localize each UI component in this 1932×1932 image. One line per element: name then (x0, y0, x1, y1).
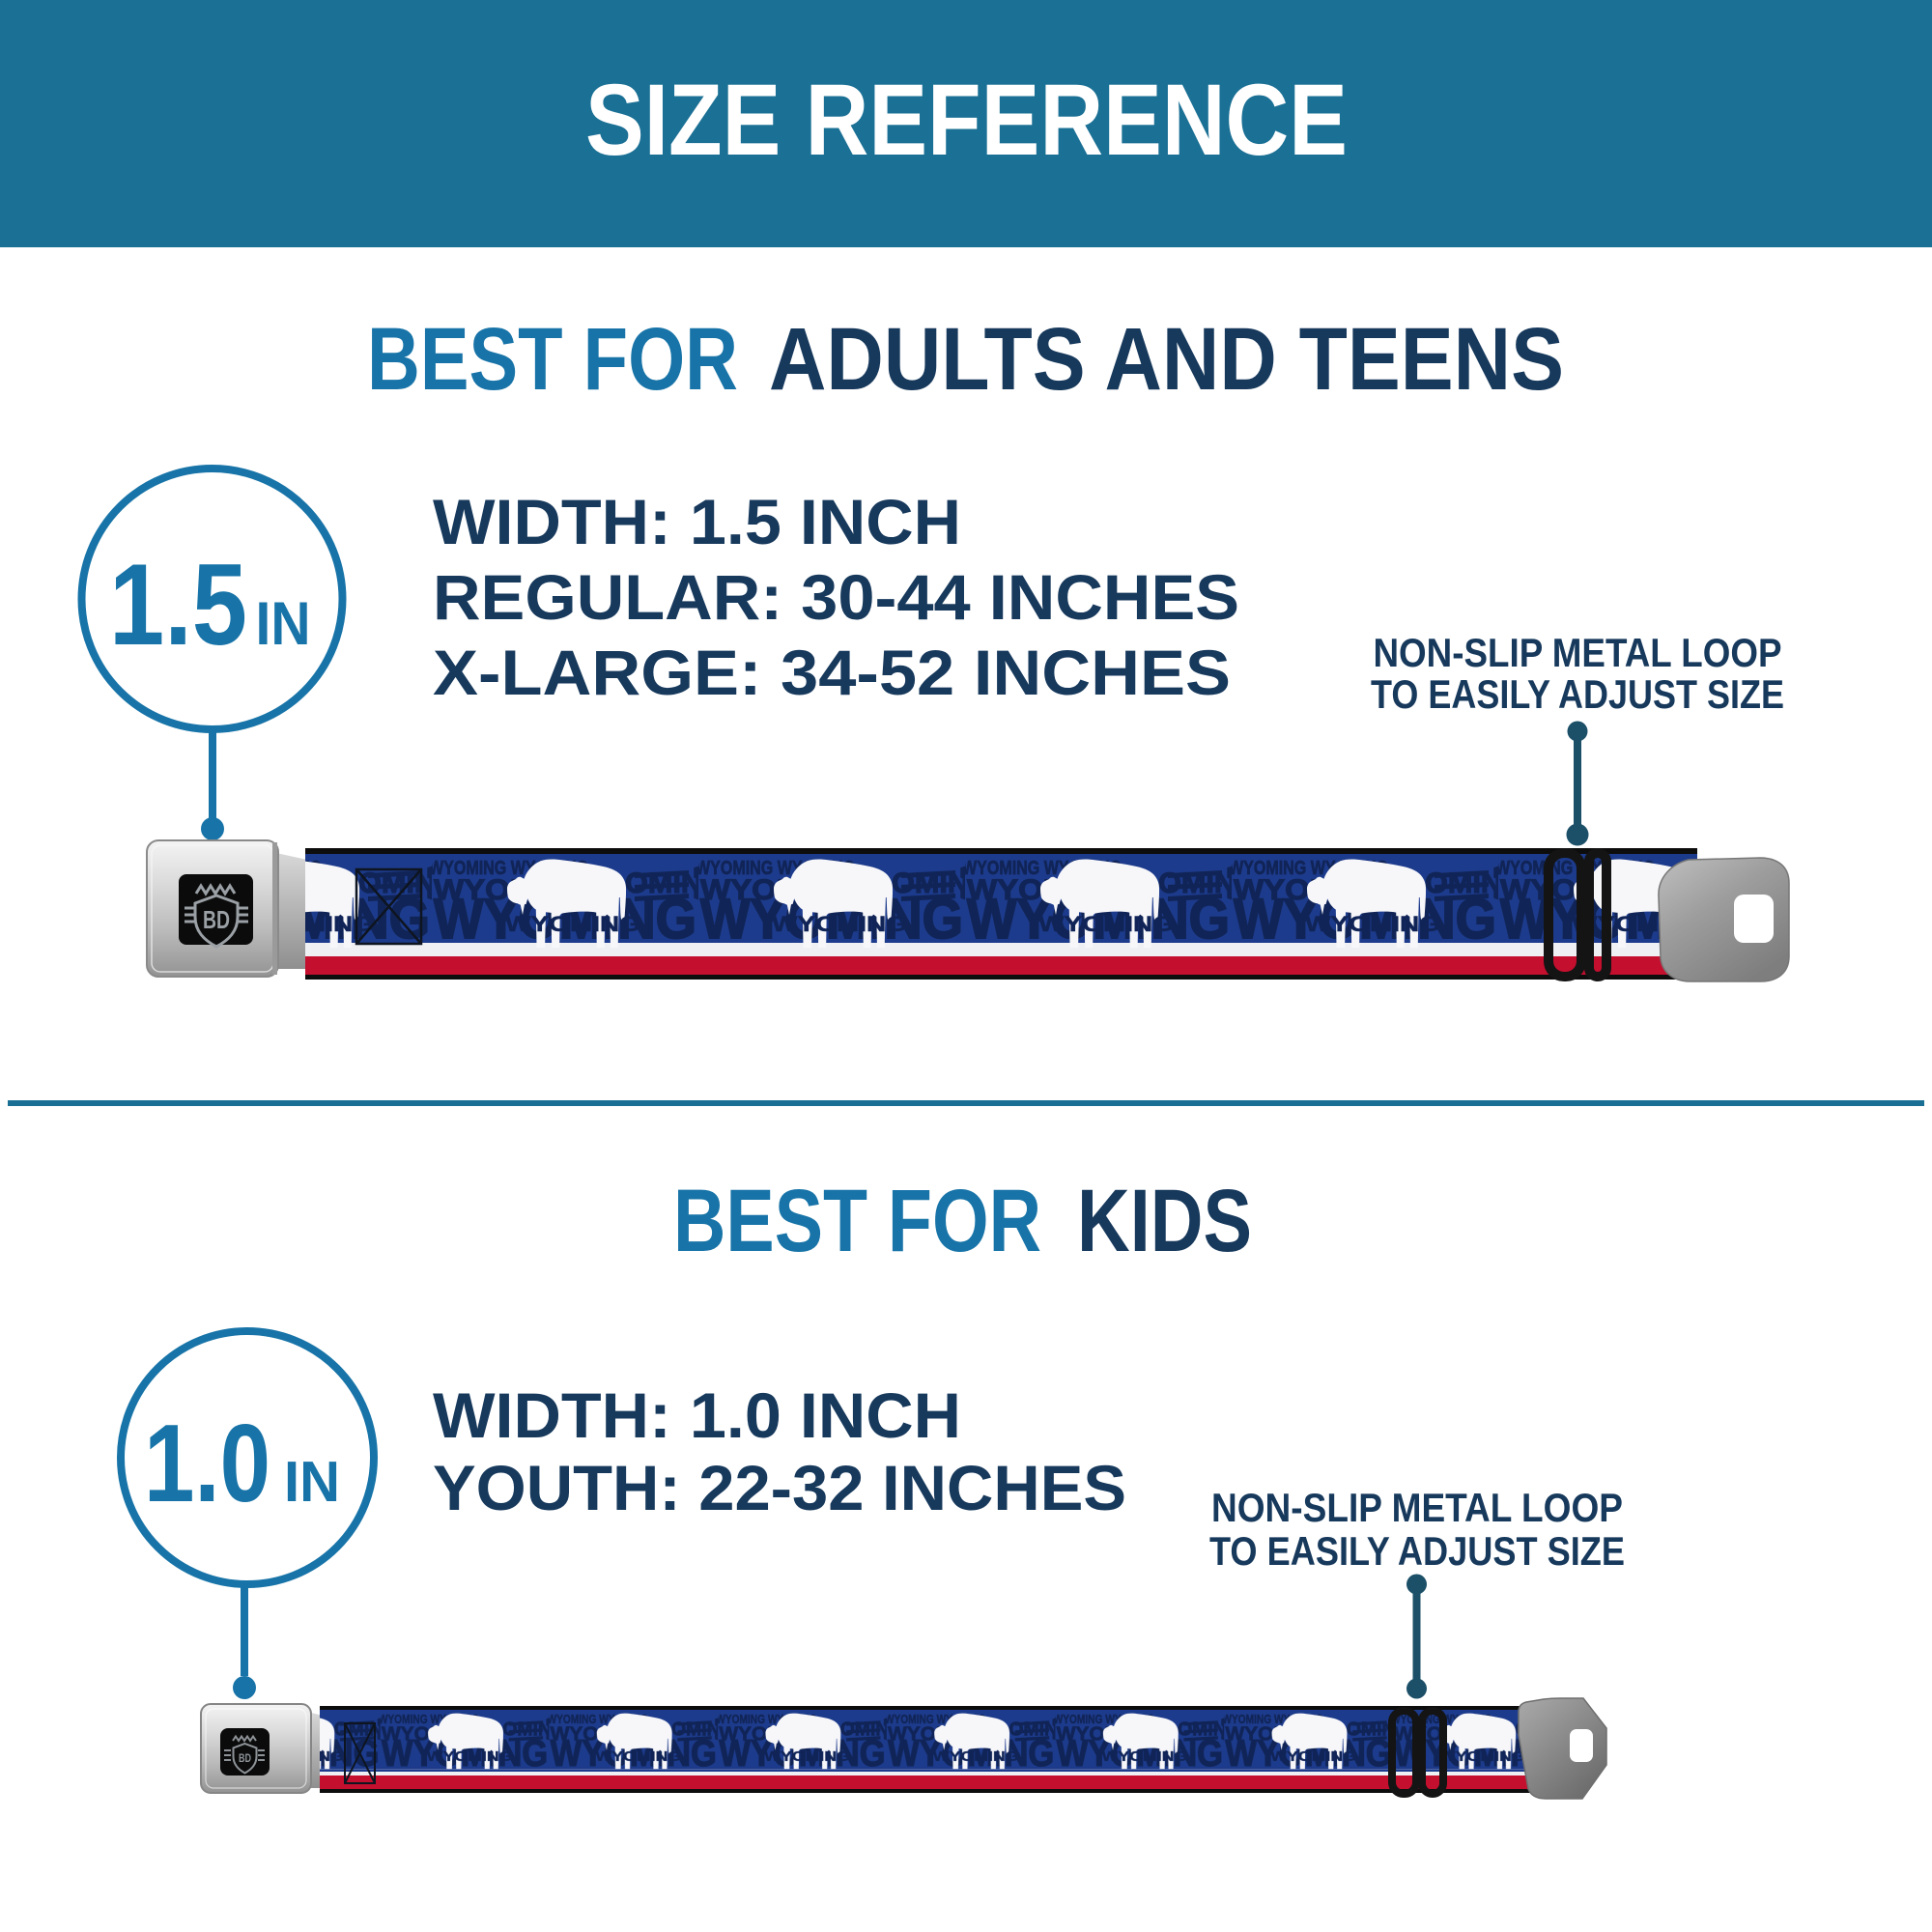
svg-text:BEST FOR: BEST FOR (673, 1172, 1041, 1270)
svg-text:YOUTH: 22-32 INCHES: YOUTH: 22-32 INCHES (433, 1452, 1126, 1523)
svg-text:BD: BD (203, 905, 230, 934)
svg-text:X-LARGE: 34-52 INCHES: X-LARGE: 34-52 INCHES (433, 637, 1231, 708)
svg-text:NON-SLIP METAL LOOP: NON-SLIP METAL LOOP (1211, 1485, 1623, 1530)
svg-text:TO EASILY ADJUST SIZE: TO EASILY ADJUST SIZE (1209, 1528, 1625, 1574)
svg-text:TO EASILY ADJUST SIZE: TO EASILY ADJUST SIZE (1371, 671, 1784, 717)
svg-text:ADULTS AND TEENS: ADULTS AND TEENS (769, 310, 1564, 409)
svg-text:KIDS: KIDS (1077, 1172, 1252, 1270)
svg-text:IN: IN (256, 590, 311, 658)
svg-text:1.0: 1.0 (144, 1403, 270, 1525)
svg-text:BD: BD (239, 1751, 251, 1765)
svg-text:WIDTH: 1.5 INCH: WIDTH: 1.5 INCH (433, 486, 961, 557)
svg-text:NON-SLIP METAL LOOP: NON-SLIP METAL LOOP (1374, 630, 1782, 675)
svg-text:WIDTH: 1.0 INCH: WIDTH: 1.0 INCH (433, 1379, 961, 1451)
svg-text:BEST FOR: BEST FOR (367, 310, 738, 409)
svg-text:IN: IN (284, 1450, 340, 1514)
svg-text:REGULAR: 30-44 INCHES: REGULAR: 30-44 INCHES (433, 561, 1239, 633)
svg-text:1.5: 1.5 (109, 540, 247, 669)
svg-text:SIZE REFERENCE: SIZE REFERENCE (585, 64, 1348, 177)
